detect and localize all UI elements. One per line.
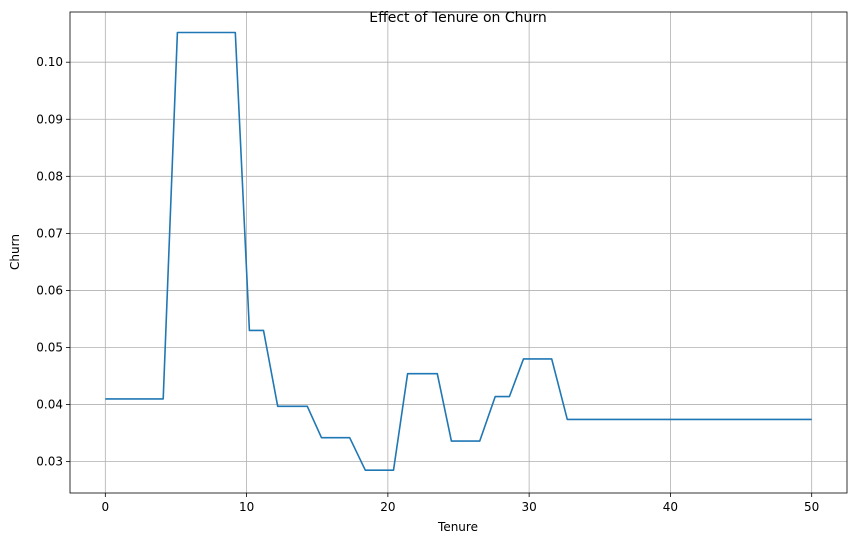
- y-tick-label: 0.05: [36, 341, 63, 355]
- series-layer: [105, 31, 812, 472]
- y-tick-label: 0.04: [36, 398, 63, 412]
- tick-layer: 0 10 20 30 40 50 0.03 0.04 0.05 0.06 0.07 0.08 0.09 0…: [36, 55, 819, 514]
- x-tick-label: 40: [663, 500, 678, 514]
- y-tick-label: 0.03: [36, 455, 63, 469]
- x-tick-label: 0: [101, 500, 109, 514]
- plot-frame: [69, 11, 848, 494]
- x-tick-label: 50: [804, 500, 819, 514]
- x-tick-label: 30: [521, 500, 536, 514]
- y-tick-label: 0.08: [36, 169, 63, 183]
- grid-layer: [70, 12, 847, 493]
- y-tick-label: 0.09: [36, 112, 63, 126]
- x-tick-label: 10: [239, 500, 254, 514]
- x-tick-label: 20: [380, 500, 395, 514]
- y-tick-label: 0.06: [36, 283, 63, 297]
- series-line-0: [105, 31, 812, 472]
- y-tick-label: 0.10: [36, 55, 63, 69]
- y-axis-label: Churn: [8, 234, 22, 270]
- x-axis-label: Tenure: [437, 520, 478, 534]
- chart-title: Effect of Tenure on Churn: [369, 10, 547, 26]
- y-tick-label: 0.07: [36, 226, 63, 240]
